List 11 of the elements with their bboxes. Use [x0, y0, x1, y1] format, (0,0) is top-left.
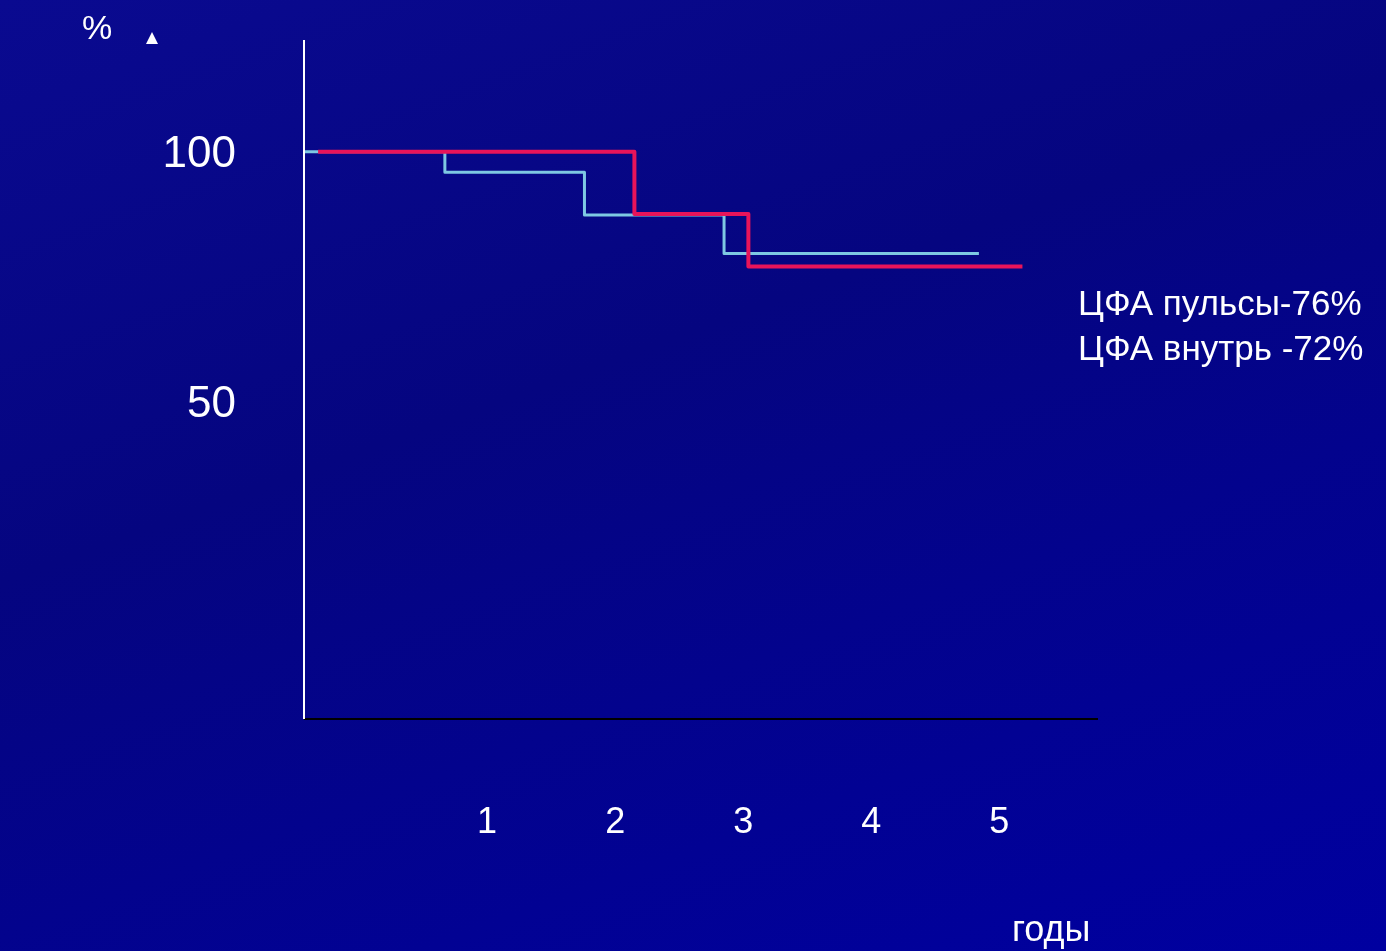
x-axis-title: годы [1012, 908, 1091, 950]
x-tick-label: 4 [861, 799, 882, 841]
x-tick-label: 5 [989, 799, 1010, 841]
annotation: ЦФА внутрь -72% [1078, 327, 1364, 369]
y-tick-label: 50 [187, 376, 236, 426]
y-axis-title: % [82, 8, 113, 47]
x-tick-label: 2 [605, 799, 626, 841]
y-tick-label: 100 [162, 127, 236, 177]
annotation: ЦФА пульсы-76% [1078, 282, 1363, 324]
x-tick-label: 3 [733, 799, 754, 841]
x-tick-label: 1 [477, 799, 498, 841]
